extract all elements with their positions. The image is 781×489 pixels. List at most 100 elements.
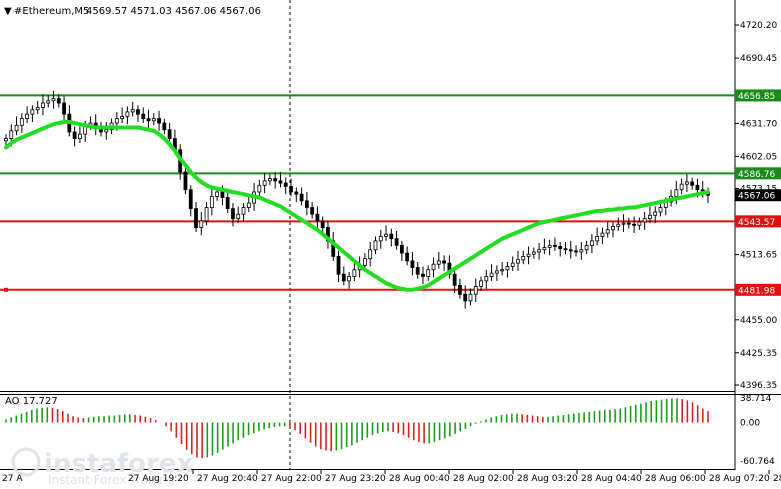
- price-tick-label: 4513.65: [740, 251, 777, 261]
- candle-body: [690, 181, 695, 186]
- time-tick-label: 28 Aug 02:00: [453, 474, 514, 484]
- support-resistance-levels: [0, 94, 735, 292]
- candle-body: [162, 122, 167, 131]
- candle-body: [104, 129, 109, 133]
- candle-body: [278, 180, 283, 184]
- candle-body: [679, 183, 684, 191]
- candle-body: [505, 266, 510, 271]
- candle-body: [442, 260, 446, 264]
- instaforex-logo-icon: [11, 447, 41, 477]
- candle-body: [584, 244, 589, 251]
- candle-body: [194, 208, 198, 228]
- candle-body: [695, 184, 700, 191]
- candle-body: [262, 180, 267, 186]
- time-tick-label: 28 Aug 03:20: [517, 474, 578, 484]
- candle-body: [246, 202, 251, 208]
- candle-body: [188, 189, 193, 210]
- candle-body: [394, 238, 399, 246]
- time-tick-label: 27 Aug 20:40: [197, 474, 258, 484]
- candle-body: [199, 220, 204, 228]
- watermark-brand: instaforex: [44, 449, 194, 479]
- chart-symbol: #Ethereum,M5: [14, 6, 89, 17]
- candle-body: [35, 107, 40, 111]
- candle-body: [589, 240, 594, 246]
- candle-body: [399, 244, 404, 254]
- candle-body: [521, 256, 526, 261]
- candle-body: [241, 207, 246, 215]
- candle-body: [558, 246, 563, 250]
- price-candles: [4, 90, 710, 309]
- candle-body: [19, 118, 24, 126]
- time-tick-label: 27 Aug 19:20: [128, 474, 189, 484]
- candle-body: [658, 207, 663, 213]
- candle-body: [347, 276, 351, 282]
- candle-body: [553, 244, 557, 247]
- candle-body: [215, 191, 220, 197]
- candle-body: [4, 138, 8, 142]
- ao-tick-label: -60.764: [740, 457, 775, 467]
- candle-body: [436, 260, 441, 265]
- candle-body: [484, 276, 489, 282]
- candle-body: [209, 196, 214, 208]
- candle-body: [500, 269, 505, 272]
- current-price-label-box: [735, 189, 781, 202]
- candle-body: [568, 249, 573, 252]
- candle-body: [574, 250, 578, 253]
- candle-body: [141, 113, 146, 119]
- candle-body: [458, 284, 462, 295]
- candle-body: [304, 200, 309, 208]
- candle-body: [151, 118, 156, 122]
- candle-body: [146, 118, 151, 122]
- time-tick-label: 28 Aug 08:40: [773, 474, 781, 484]
- candle-body: [378, 236, 383, 242]
- level-price-label-3: 4481.98: [738, 286, 775, 296]
- chart-ohlc: 4569.57 4571.03 4567.06 4567.06: [86, 6, 261, 17]
- ao-tick-label: 0.00: [740, 419, 760, 429]
- candle-body: [320, 220, 325, 228]
- candle-body: [363, 258, 367, 266]
- awesome-oscillator: [5, 398, 709, 458]
- current-price-label: 4567.06: [738, 192, 775, 202]
- level-price-label-1-box: [735, 167, 781, 180]
- candle-body: [516, 259, 520, 264]
- candle-body: [637, 221, 642, 226]
- candle-body: [204, 207, 209, 222]
- candle-body: [220, 191, 225, 198]
- candle-body: [157, 118, 161, 124]
- candle-body: [621, 222, 626, 225]
- level-price-label-2-box: [735, 215, 781, 228]
- candle-body: [648, 214, 652, 220]
- price-tick-label: 4396.35: [740, 381, 777, 391]
- time-tick-label: 28 Aug 04:40: [581, 474, 642, 484]
- candle-body: [225, 197, 230, 210]
- candle-body: [130, 109, 135, 113]
- candle-body: [642, 218, 647, 223]
- price-tick-label: 4602.05: [740, 152, 777, 162]
- candle-body: [368, 249, 373, 260]
- collapse-arrow-icon[interactable]: ▼: [4, 6, 12, 17]
- candle-body: [431, 263, 436, 271]
- candle-body: [684, 181, 689, 185]
- candle-body: [341, 273, 346, 282]
- price-tick-label: 4720.20: [740, 21, 777, 31]
- candle-body: [167, 129, 172, 140]
- candle-body: [77, 133, 82, 140]
- candle-body: [72, 131, 77, 140]
- candle-body: [41, 102, 45, 108]
- candle-body: [352, 269, 357, 277]
- candle-body: [136, 109, 140, 115]
- price-tick-label: 4690.45: [740, 54, 777, 64]
- candle-body: [384, 233, 388, 237]
- candle-body: [489, 272, 494, 277]
- candle-body: [114, 118, 119, 124]
- candle-body: [268, 178, 272, 182]
- candle-body: [616, 223, 621, 227]
- time-tick-label: 27 Aug 23:20: [325, 474, 386, 484]
- watermark-tagline: Instant Forex Trading: [48, 473, 174, 487]
- candle-body: [415, 267, 420, 275]
- time-tick-label: 27 Aug 22:00: [261, 474, 322, 484]
- candle-body: [626, 222, 631, 225]
- candle-body: [315, 213, 320, 222]
- candle-body: [46, 100, 51, 104]
